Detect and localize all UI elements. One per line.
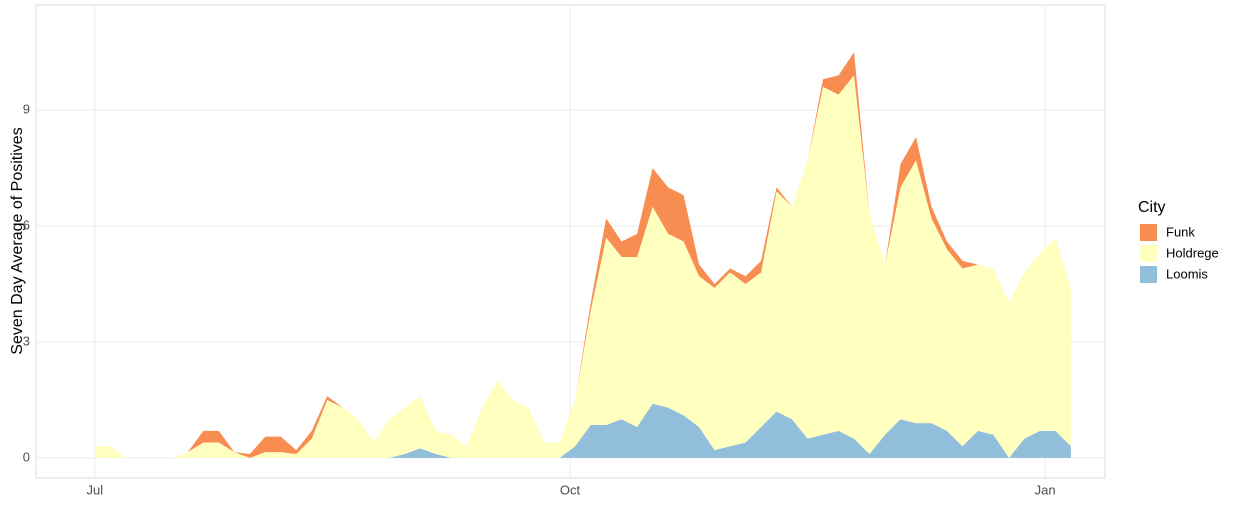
area <box>94 75 1071 458</box>
legend-label: Loomis <box>1166 266 1208 281</box>
y-tick-label: 6 <box>23 217 30 232</box>
legend-swatch <box>1140 245 1157 262</box>
legend-swatch <box>1140 266 1157 283</box>
legend-label: Funk <box>1166 224 1195 239</box>
legend-label: Holdrege <box>1166 245 1219 260</box>
legend-title: City <box>1138 199 1166 216</box>
legend-swatch <box>1140 224 1157 241</box>
x-tick-label: Oct <box>560 482 581 497</box>
y-axis-title: Seven Day Average of Positives <box>9 127 26 354</box>
x-tick-label: Jul <box>87 482 104 497</box>
y-tick-label: 9 <box>23 102 30 117</box>
y-tick-label: 3 <box>23 333 30 348</box>
y-tick-label: 0 <box>23 449 30 464</box>
x-tick-label: Jan <box>1035 482 1056 497</box>
area <box>94 403 1071 458</box>
